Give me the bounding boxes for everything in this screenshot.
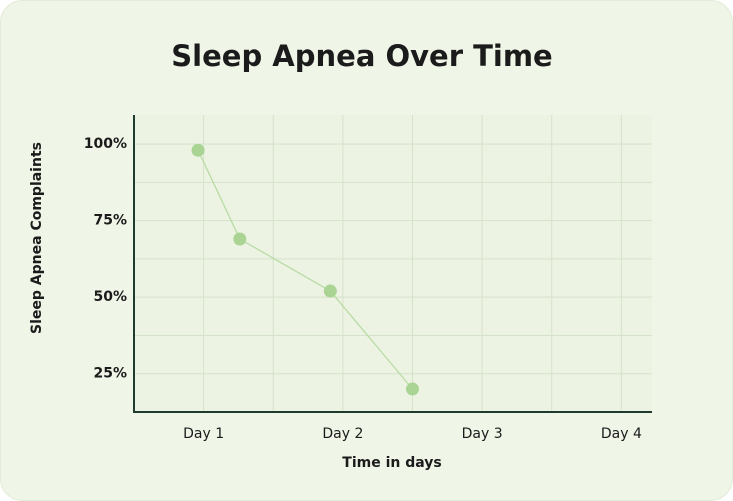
y-tick-label: 25% xyxy=(93,366,127,382)
x-tick-label: Day 3 xyxy=(462,426,503,442)
y-axis-label: Sleep Apnea Complaints xyxy=(29,142,45,334)
y-tick-label: 100% xyxy=(84,136,127,152)
axis xyxy=(133,115,652,413)
y-tick-label: 50% xyxy=(93,289,127,305)
x-axis-label: Time in days xyxy=(342,455,441,471)
x-tick-label: Day 2 xyxy=(322,426,363,442)
series-line xyxy=(197,149,413,390)
data-point xyxy=(191,143,205,157)
x-tick-label: Day 4 xyxy=(601,426,642,442)
data-point xyxy=(405,382,419,396)
x-tick-label: Day 1 xyxy=(183,426,224,442)
chart-title: Sleep Apnea Over Time xyxy=(171,39,552,73)
plot-area xyxy=(134,115,652,412)
y-tick-label: 75% xyxy=(93,213,127,229)
data-point xyxy=(233,232,247,246)
data-point xyxy=(323,284,337,298)
